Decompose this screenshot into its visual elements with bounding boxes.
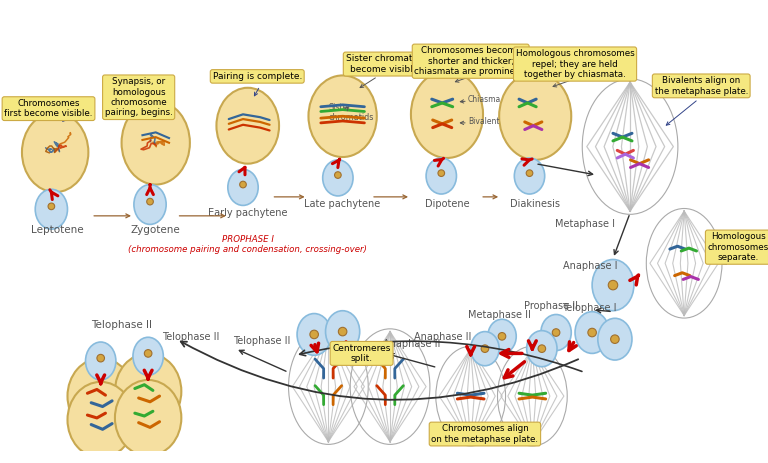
Text: Telophase II: Telophase II <box>233 336 290 346</box>
Circle shape <box>481 345 488 352</box>
Circle shape <box>608 281 617 290</box>
Circle shape <box>310 330 319 339</box>
Ellipse shape <box>499 73 571 160</box>
Text: Sister chromatids
become visible.: Sister chromatids become visible. <box>346 54 425 74</box>
Text: Late pachytene: Late pachytene <box>304 199 381 209</box>
Text: Dipotene: Dipotene <box>425 199 469 209</box>
Circle shape <box>538 345 545 352</box>
Ellipse shape <box>515 158 545 194</box>
Ellipse shape <box>323 160 353 196</box>
Text: Anaphase I: Anaphase I <box>563 262 617 271</box>
Text: Metaphase I: Metaphase I <box>554 219 614 229</box>
Text: Pairing is complete.: Pairing is complete. <box>213 72 302 81</box>
Text: Bivalents align on
the metaphase plate.: Bivalents align on the metaphase plate. <box>654 76 748 95</box>
Text: Sister
chromatids: Sister chromatids <box>329 103 374 122</box>
Text: Telophase II: Telophase II <box>91 319 152 330</box>
Ellipse shape <box>217 88 279 163</box>
Ellipse shape <box>592 259 634 311</box>
Ellipse shape <box>68 358 134 434</box>
Circle shape <box>97 354 104 362</box>
Text: Homologous
chromosomes
separate.: Homologous chromosomes separate. <box>707 232 768 262</box>
Text: Leptotene: Leptotene <box>31 225 84 235</box>
Text: Centromeres
split.: Centromeres split. <box>333 344 391 363</box>
Circle shape <box>526 170 533 176</box>
Ellipse shape <box>134 185 166 225</box>
Ellipse shape <box>527 331 557 367</box>
Text: Chromosomes
first become visible.: Chromosomes first become visible. <box>5 99 93 119</box>
Text: Telophase I: Telophase I <box>562 303 617 313</box>
Ellipse shape <box>488 319 516 353</box>
Ellipse shape <box>115 380 181 456</box>
Text: Bivalent: Bivalent <box>468 118 499 126</box>
Ellipse shape <box>411 71 483 158</box>
Ellipse shape <box>471 332 499 366</box>
Circle shape <box>498 332 506 340</box>
Text: Chiasma: Chiasma <box>468 94 501 104</box>
Circle shape <box>335 172 341 178</box>
Ellipse shape <box>85 342 116 380</box>
Ellipse shape <box>228 169 258 206</box>
Text: Anaphase II: Anaphase II <box>413 332 471 342</box>
Ellipse shape <box>68 382 134 458</box>
Circle shape <box>552 329 560 336</box>
Circle shape <box>240 181 247 188</box>
Text: Diakinesis: Diakinesis <box>510 199 560 209</box>
Ellipse shape <box>326 311 359 352</box>
Text: Early pachytene: Early pachytene <box>208 208 287 218</box>
Text: Telophase II: Telophase II <box>162 332 220 342</box>
Text: Anaphase II: Anaphase II <box>383 338 441 349</box>
Ellipse shape <box>22 113 88 192</box>
Circle shape <box>144 350 152 357</box>
Text: Homologous chromosomes
repel; they are held
together by chiasmata.: Homologous chromosomes repel; they are h… <box>515 49 634 79</box>
Ellipse shape <box>575 312 609 353</box>
Text: PROPHASE I
(chromosome pairing and condensation, crossing-over): PROPHASE I (chromosome pairing and conde… <box>128 235 367 254</box>
Ellipse shape <box>426 158 456 194</box>
Text: Metaphase II: Metaphase II <box>468 310 531 320</box>
Ellipse shape <box>35 189 68 229</box>
Ellipse shape <box>133 337 164 375</box>
Ellipse shape <box>115 353 181 429</box>
Circle shape <box>48 203 55 210</box>
Ellipse shape <box>121 101 190 185</box>
Ellipse shape <box>309 75 377 157</box>
Circle shape <box>438 170 445 176</box>
Text: Chromosomes align
on the metaphase plate.: Chromosomes align on the metaphase plate… <box>432 425 538 444</box>
Circle shape <box>611 335 619 344</box>
Ellipse shape <box>541 314 571 350</box>
Ellipse shape <box>297 313 331 355</box>
Text: Prophase II: Prophase II <box>525 300 578 311</box>
Circle shape <box>147 198 154 205</box>
Ellipse shape <box>598 318 632 360</box>
Circle shape <box>588 328 597 337</box>
Circle shape <box>339 327 347 336</box>
Text: Chromosomes become
shorter and thicker;
chiasmata are prominent.: Chromosomes become shorter and thicker; … <box>415 46 527 76</box>
Text: Zygotene: Zygotene <box>131 225 180 235</box>
Text: Synapsis, or
homologous
chromosome
pairing, begins.: Synapsis, or homologous chromosome pairi… <box>104 77 173 117</box>
